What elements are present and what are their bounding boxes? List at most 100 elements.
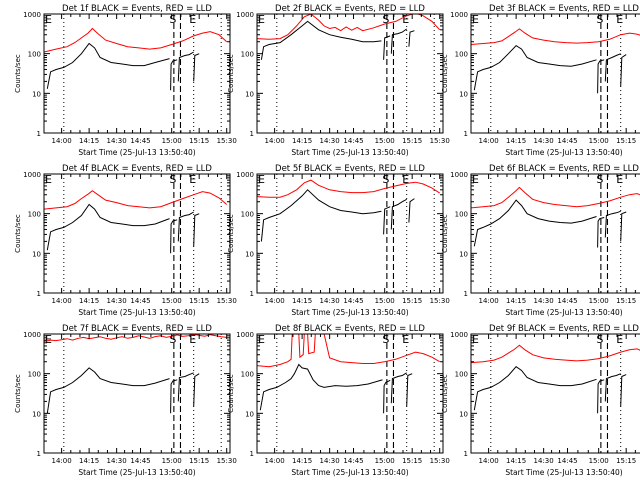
x-tick-label: 14:15 <box>79 457 99 465</box>
chart-panel-det-6: Det 6f BLACK = Events, RED = LLD Start Ti… <box>441 164 640 317</box>
marker-label-s: S <box>382 173 389 186</box>
events-series-line <box>620 374 627 407</box>
chart-panel-det-1: Det 1f BLACK = Events, RED = LLD Start Ti… <box>14 4 237 157</box>
plot-frame <box>256 333 444 454</box>
y-tick-label: 100 <box>241 211 254 219</box>
marker-label-s: S <box>169 13 176 26</box>
x-tick-label: 15:15 <box>189 297 209 305</box>
x-tick-label: 15:30 <box>217 297 237 305</box>
x-tick-label: 14:15 <box>292 297 312 305</box>
events-series-line <box>259 363 383 411</box>
plot-frame <box>470 173 640 294</box>
events-series-line <box>193 213 200 247</box>
marker-label-e: E <box>616 173 623 186</box>
lld-series-line <box>44 27 228 53</box>
events-series-line <box>604 373 621 402</box>
chart-panel-det-7: Det 7f BLACK = Events, RED = LLD Start Ti… <box>14 324 237 477</box>
marker-label-s: S <box>169 173 176 186</box>
events-series-line <box>193 53 200 82</box>
x-tick-label: 14:30 <box>107 457 127 465</box>
marker-label-e: E <box>472 333 479 346</box>
x-tick-label: 14:30 <box>534 297 554 305</box>
events-series-line <box>408 198 415 223</box>
marker-label-s: S <box>169 333 176 346</box>
marker-label-s: S <box>596 333 603 346</box>
events-series-line <box>46 42 170 89</box>
x-tick-label: 15:15 <box>189 457 209 465</box>
events-series-line <box>390 198 407 230</box>
marker-label-e: E <box>402 13 409 26</box>
y-tick-label: 100 <box>28 211 41 219</box>
y-axis-label: Counts/sec <box>227 54 235 93</box>
y-axis-label: Counts/sec <box>227 374 235 413</box>
marker-label-e: E <box>402 173 409 186</box>
x-axis-label: Start Time (25-Jul-13 13:50:40) <box>291 468 408 477</box>
x-tick-label: 15:30 <box>430 457 450 465</box>
x-tick-label: 14:45 <box>343 457 363 465</box>
x-tick-label: 14:45 <box>343 297 363 305</box>
series-group <box>44 190 228 254</box>
x-tick-label: 14:30 <box>534 457 554 465</box>
events-series-line <box>177 372 194 402</box>
lld-series-line <box>471 28 640 45</box>
x-tick-label: 14:45 <box>557 457 577 465</box>
x-tick-label: 14:15 <box>79 137 99 145</box>
y-tick-label: 10 <box>459 410 468 418</box>
y-tick-label: 10 <box>32 90 41 98</box>
y-tick-label: 1 <box>250 290 254 298</box>
y-tick-label: 1000 <box>23 171 41 179</box>
x-axis-label: Start Time (25-Jul-13 13:50:40) <box>505 468 622 477</box>
events-series-line <box>383 206 391 235</box>
x-tick-label: 15:00 <box>375 457 395 465</box>
marker-label-e: E <box>189 333 196 346</box>
chart-panel-det-9: Det 9f BLACK = Events, RED = LLD Start Ti… <box>441 324 640 477</box>
x-axis-label: Start Time (25-Jul-13 13:50:40) <box>78 308 195 317</box>
plot-frame <box>256 173 444 294</box>
y-tick-label: 10 <box>245 250 254 258</box>
x-tick-label: 15:00 <box>589 137 609 145</box>
x-axis-label: Start Time (25-Jul-13 13:50:40) <box>78 468 195 477</box>
marker-label-e: E <box>258 13 265 26</box>
x-tick-label: 15:00 <box>162 297 182 305</box>
y-tick-label: 1 <box>464 130 468 138</box>
y-axis-label: Counts/sec <box>441 214 449 253</box>
events-series-line <box>170 59 178 91</box>
marker-label-s: S <box>596 13 603 26</box>
x-tick-label: 14:00 <box>265 137 285 145</box>
x-axis-label: Start Time (25-Jul-13 13:50:40) <box>505 148 622 157</box>
y-tick-label: 100 <box>28 371 41 379</box>
chart-title: Det 6f BLACK = Events, RED = LLD <box>489 164 639 174</box>
x-tick-label: 14:30 <box>320 137 340 145</box>
y-tick-label: 10 <box>459 250 468 258</box>
chart-title: Det 7f BLACK = Events, RED = LLD <box>62 324 212 334</box>
y-axis-label: Counts/sec <box>14 54 22 93</box>
x-tick-label: 14:15 <box>506 137 526 145</box>
marker-label-e: E <box>45 173 52 186</box>
lld-series-line <box>44 190 228 210</box>
marker-label-e: E <box>189 13 196 26</box>
y-tick-label: 1000 <box>236 11 254 19</box>
x-tick-label: 14:30 <box>534 137 554 145</box>
x-tick-label: 14:45 <box>130 137 150 145</box>
series-group <box>257 14 441 60</box>
plot-frame <box>470 333 640 454</box>
y-tick-label: 10 <box>459 90 468 98</box>
x-tick-label: 14:00 <box>265 457 285 465</box>
marker-label-e: E <box>189 173 196 186</box>
marker-label-e: E <box>258 173 265 186</box>
series-group <box>471 186 640 248</box>
x-tick-label: 15:15 <box>616 297 636 305</box>
x-tick-label: 15:30 <box>217 137 237 145</box>
lld-series-line <box>257 334 440 368</box>
x-tick-label: 14:30 <box>320 297 340 305</box>
x-tick-label: 15:00 <box>375 137 395 145</box>
events-series-line <box>620 54 627 87</box>
events-series-line <box>46 367 170 414</box>
marker-label-e: E <box>45 333 52 346</box>
series-group <box>471 28 640 94</box>
x-tick-label: 14:15 <box>79 297 99 305</box>
y-axis-label: Counts/sec <box>227 214 235 253</box>
events-series-line <box>170 379 178 414</box>
chart-panel-det-8: Det 8f BLACK = Events, RED = LLD Start Ti… <box>227 324 450 477</box>
events-series-line <box>260 20 382 60</box>
